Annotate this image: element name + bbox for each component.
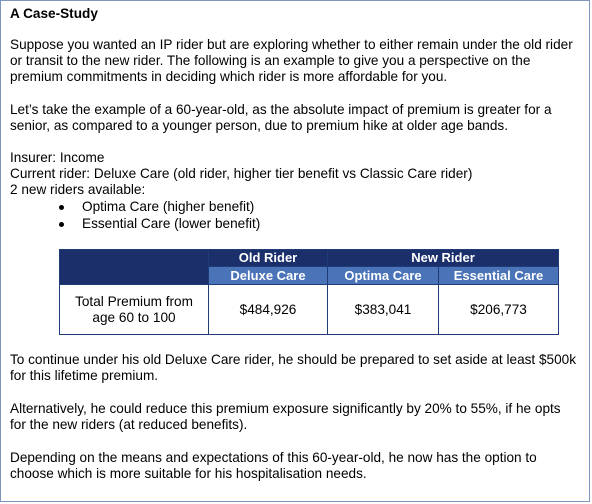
premium-comparison-table: Old Rider New Rider Deluxe Care Optima C… <box>59 249 559 335</box>
row-label-line1: Total Premium from <box>75 293 193 309</box>
essential-care-header: Essential Care <box>438 266 559 285</box>
optima-care-premium: $383,041 <box>327 284 439 335</box>
table-corner-cell <box>59 249 209 285</box>
row-label-line2: age 60 to 100 <box>92 309 176 325</box>
current-rider-line: Current rider: Deluxe Care (old rider, h… <box>10 166 473 181</box>
insurer-line: Insurer: Income <box>10 150 105 165</box>
deluxe-care-premium: $484,926 <box>208 284 328 335</box>
list-item: Optima Care (higher benefit) <box>57 199 260 216</box>
new-riders-line: 2 new riders available: <box>10 182 146 197</box>
old-rider-header: Old Rider <box>208 249 328 267</box>
new-rider-header: New Rider <box>327 249 559 267</box>
list-item: Essential Care (lower benefit) <box>57 216 260 233</box>
total-premium-label: Total Premium from age 60 to 100 <box>59 284 209 335</box>
continue-paragraph: To continue under his old Deluxe Care ri… <box>10 352 577 383</box>
table-row: Total Premium from age 60 to 100 $484,92… <box>59 284 559 335</box>
intro-paragraph: Suppose you wanted an IP rider but are e… <box>10 37 573 84</box>
example-paragraph: Let’s take the example of a 60-year-old,… <box>10 102 552 133</box>
deluxe-care-header: Deluxe Care <box>208 266 328 285</box>
conclusion-paragraph: Depending on the means and expectations … <box>10 450 537 481</box>
new-riders-list: Optima Care (higher benefit) Essential C… <box>57 199 260 233</box>
essential-care-premium: $206,773 <box>438 284 559 335</box>
alternative-paragraph: Alternatively, he could reduce this prem… <box>10 401 561 432</box>
optima-care-header: Optima Care <box>327 266 439 285</box>
case-study-title: A Case-Study <box>10 6 98 21</box>
